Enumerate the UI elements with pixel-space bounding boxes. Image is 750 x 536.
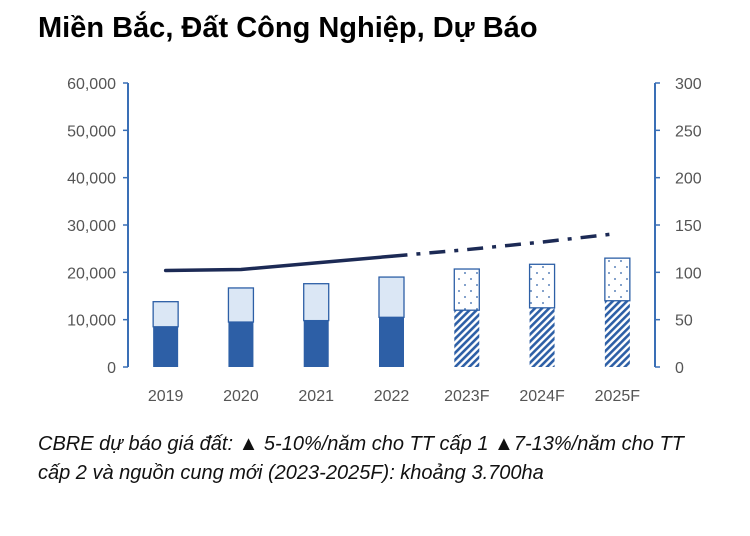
left-axis-tick-label: 0 (107, 360, 116, 377)
line-series-actual (163, 254, 394, 273)
x-axis-tick-label: 2023F (444, 388, 490, 405)
left-axis-tick-label: 30,000 (67, 218, 116, 235)
chart-title: Miền Bắc, Đất Công Nghiệp, Dự Báo (38, 12, 538, 44)
x-axis-tick-label: 2024F (519, 388, 565, 405)
bar-segment-upper (378, 276, 405, 318)
forecast-caption: CBRE dự báo giá đất: ▲ 5-10%/năm cho TT … (38, 433, 684, 484)
bar-segment-lower (604, 300, 630, 367)
right-axis-tick-label: 0 (675, 360, 684, 377)
bar-segment-upper (303, 283, 330, 322)
bar-segment-lower (228, 322, 254, 367)
bar-segment-upper (528, 263, 556, 309)
right-axis-tick-label: 200 (675, 171, 702, 188)
right-axis-tick-label: 300 (675, 76, 702, 93)
left-axis-tick-label: 10,000 (67, 313, 116, 330)
left-axis-tick-label: 40,000 (67, 171, 116, 188)
left-axis-tick-label: 20,000 (67, 265, 116, 282)
right-axis-tick-label: 150 (675, 218, 702, 235)
x-axis-tick-label: 2022 (374, 388, 410, 405)
right-axis-tick-label: 250 (675, 123, 702, 140)
right-axis-tick-label: 50 (675, 313, 693, 330)
left-axis-tick-label: 50,000 (67, 123, 116, 140)
bar-segment-upper (227, 287, 255, 323)
bar-segment-lower (379, 317, 404, 367)
x-axis-tick-label: 2019 (148, 388, 184, 405)
x-axis-tick-label: 2021 (298, 388, 334, 405)
bar-segment-lower (303, 320, 329, 367)
bar-segment-upper (453, 268, 480, 311)
bar-segment-lower (153, 326, 179, 367)
bar-segment-upper (604, 257, 631, 302)
x-axis-tick-label: 2020 (223, 388, 259, 405)
bar-segment-lower (529, 307, 555, 367)
x-axis-tick-label: 2025F (595, 388, 641, 405)
bar-segment-lower (454, 310, 480, 367)
line-series-forecast (391, 231, 618, 258)
forecast-chart: 0 10,000 20,000 30,000 40,000 50,000 60,000 0 50… (67, 76, 702, 405)
bar-segment-upper (152, 301, 179, 328)
left-axis-tick-label: 60,000 (67, 76, 116, 93)
right-axis-tick-label: 100 (675, 265, 702, 282)
